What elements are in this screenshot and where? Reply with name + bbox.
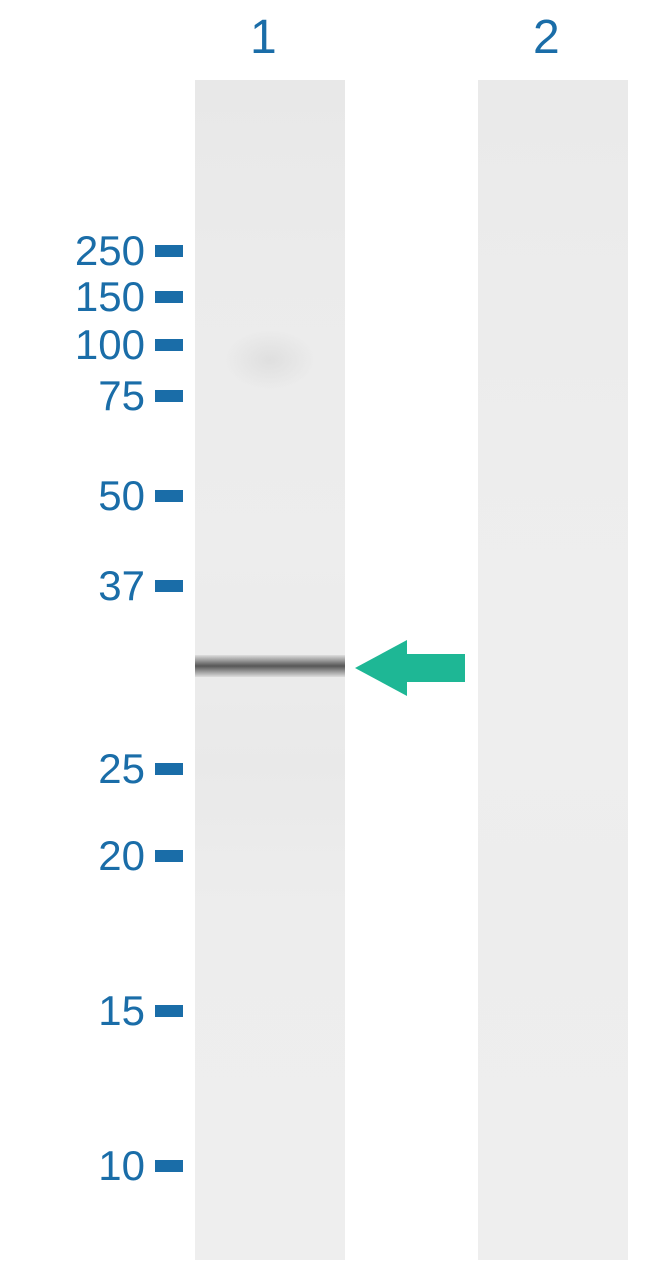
marker-37-tick (155, 580, 183, 592)
marker-75: 75 (98, 372, 145, 420)
marker-15-tick (155, 1005, 183, 1017)
lane-1-band-29kda (195, 655, 345, 677)
lane-2 (478, 80, 628, 1260)
marker-20-tick (155, 850, 183, 862)
western-blot-image: 1 2 250 150 100 75 50 37 25 20 15 10 (0, 0, 650, 1270)
marker-150-tick (155, 291, 183, 303)
marker-10-tick (155, 1160, 183, 1172)
marker-50: 50 (98, 472, 145, 520)
band-indicator-arrow-tail (407, 654, 465, 682)
lane-2-label: 2 (533, 10, 560, 65)
marker-100-tick (155, 339, 183, 351)
marker-75-tick (155, 390, 183, 402)
marker-20: 20 (98, 832, 145, 880)
marker-15: 15 (98, 987, 145, 1035)
marker-25-tick (155, 763, 183, 775)
marker-150: 150 (75, 273, 145, 321)
marker-50-tick (155, 490, 183, 502)
lane-1-smudge (225, 330, 315, 390)
marker-37: 37 (98, 562, 145, 610)
marker-100: 100 (75, 321, 145, 369)
marker-250-tick (155, 245, 183, 257)
marker-10: 10 (98, 1142, 145, 1190)
marker-250: 250 (75, 227, 145, 275)
band-indicator-arrow-head (355, 640, 407, 696)
marker-25: 25 (98, 745, 145, 793)
lane-1-label: 1 (250, 10, 277, 65)
lane-1 (195, 80, 345, 1260)
